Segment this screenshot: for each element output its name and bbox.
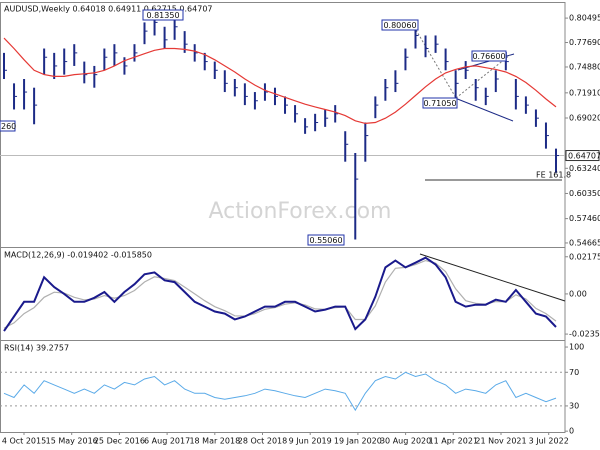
annotation-box	[307, 234, 345, 246]
annotation: 0.80060	[383, 21, 416, 30]
x-tick-label: 21 Nov 2021	[475, 437, 526, 446]
annotation: 0.81350	[146, 11, 179, 20]
x-tick-label: 6 Aug 2017	[144, 437, 190, 446]
y-tick-label: 0.77690	[569, 38, 600, 47]
y-tick-label: 0.57460	[569, 214, 600, 223]
y-tick-label: 100	[569, 343, 584, 352]
rsi-title: RSI(14) 39.2757	[4, 344, 69, 353]
watermark: ActionForex.com	[209, 199, 392, 224]
y-tick-label: 70	[569, 368, 579, 377]
x-tick-label: 19 Jan 2020	[334, 437, 382, 446]
annotation: 0.71050	[423, 99, 456, 108]
x-tick-label: 28 Oct 2018	[238, 437, 287, 446]
price-title: AUDUSD,Weekly 0.64018 0.64911 0.62715 0.…	[4, 5, 213, 14]
y-tick-label: 0.69020	[569, 113, 600, 122]
y-tick-label: 0.00	[569, 289, 587, 298]
y-tick-label: 0.63240	[569, 164, 600, 173]
rsi-frame	[0, 340, 566, 433]
rsi-line	[3, 371, 557, 412]
x-tick-label: 9 Jun 2019	[289, 437, 332, 446]
annotation-box	[142, 9, 184, 21]
y-tick-label: 30	[569, 401, 579, 410]
annotation: 0.55060	[309, 236, 342, 245]
x-tick-label: 15 May 2016	[46, 437, 98, 446]
y-tick-label: -0.023519	[569, 330, 600, 339]
y-tick-label: 0.74880	[569, 62, 600, 71]
y-tick-label: 0.71910	[569, 88, 600, 97]
x-tick-label: 30 Aug 2020	[380, 437, 431, 446]
macd-title: MACD(12,26,9) -0.019402 -0.015850	[4, 251, 152, 260]
macd-line	[3, 256, 557, 332]
y-tick-label: 0	[569, 427, 574, 436]
y-tick-label: 0.80495	[569, 14, 600, 23]
moving-average	[3, 37, 557, 125]
y-tick-label: 0.54665	[569, 238, 600, 247]
last-price-label: 0.64707	[568, 152, 600, 161]
x-tick-label: 4 Oct 2015	[2, 437, 46, 446]
last-price-box	[565, 150, 600, 162]
x-tick-label: 18 Mar 2018	[189, 437, 240, 446]
annotation: FE 161.8	[536, 171, 571, 180]
annotation-box	[471, 50, 507, 62]
annotation: 0.76600	[472, 52, 505, 61]
annotation-box	[422, 97, 458, 109]
projection-line	[415, 29, 457, 99]
y-tick-label: 0.021751	[569, 252, 600, 261]
macd-signal	[3, 259, 557, 329]
annotation: 260	[1, 122, 16, 131]
x-tick-label: 11 Apr 2021	[429, 437, 478, 446]
projection-line	[455, 54, 511, 99]
x-tick-label: 25 Dec 2016	[94, 437, 145, 446]
y-tick-label: 0.60350	[569, 189, 600, 198]
annotation-box	[0, 120, 16, 132]
channel-bottom	[454, 97, 514, 122]
annotation-box	[381, 19, 419, 31]
x-tick-label: 3 Jul 2022	[529, 437, 569, 446]
macd-trendline	[419, 253, 566, 302]
